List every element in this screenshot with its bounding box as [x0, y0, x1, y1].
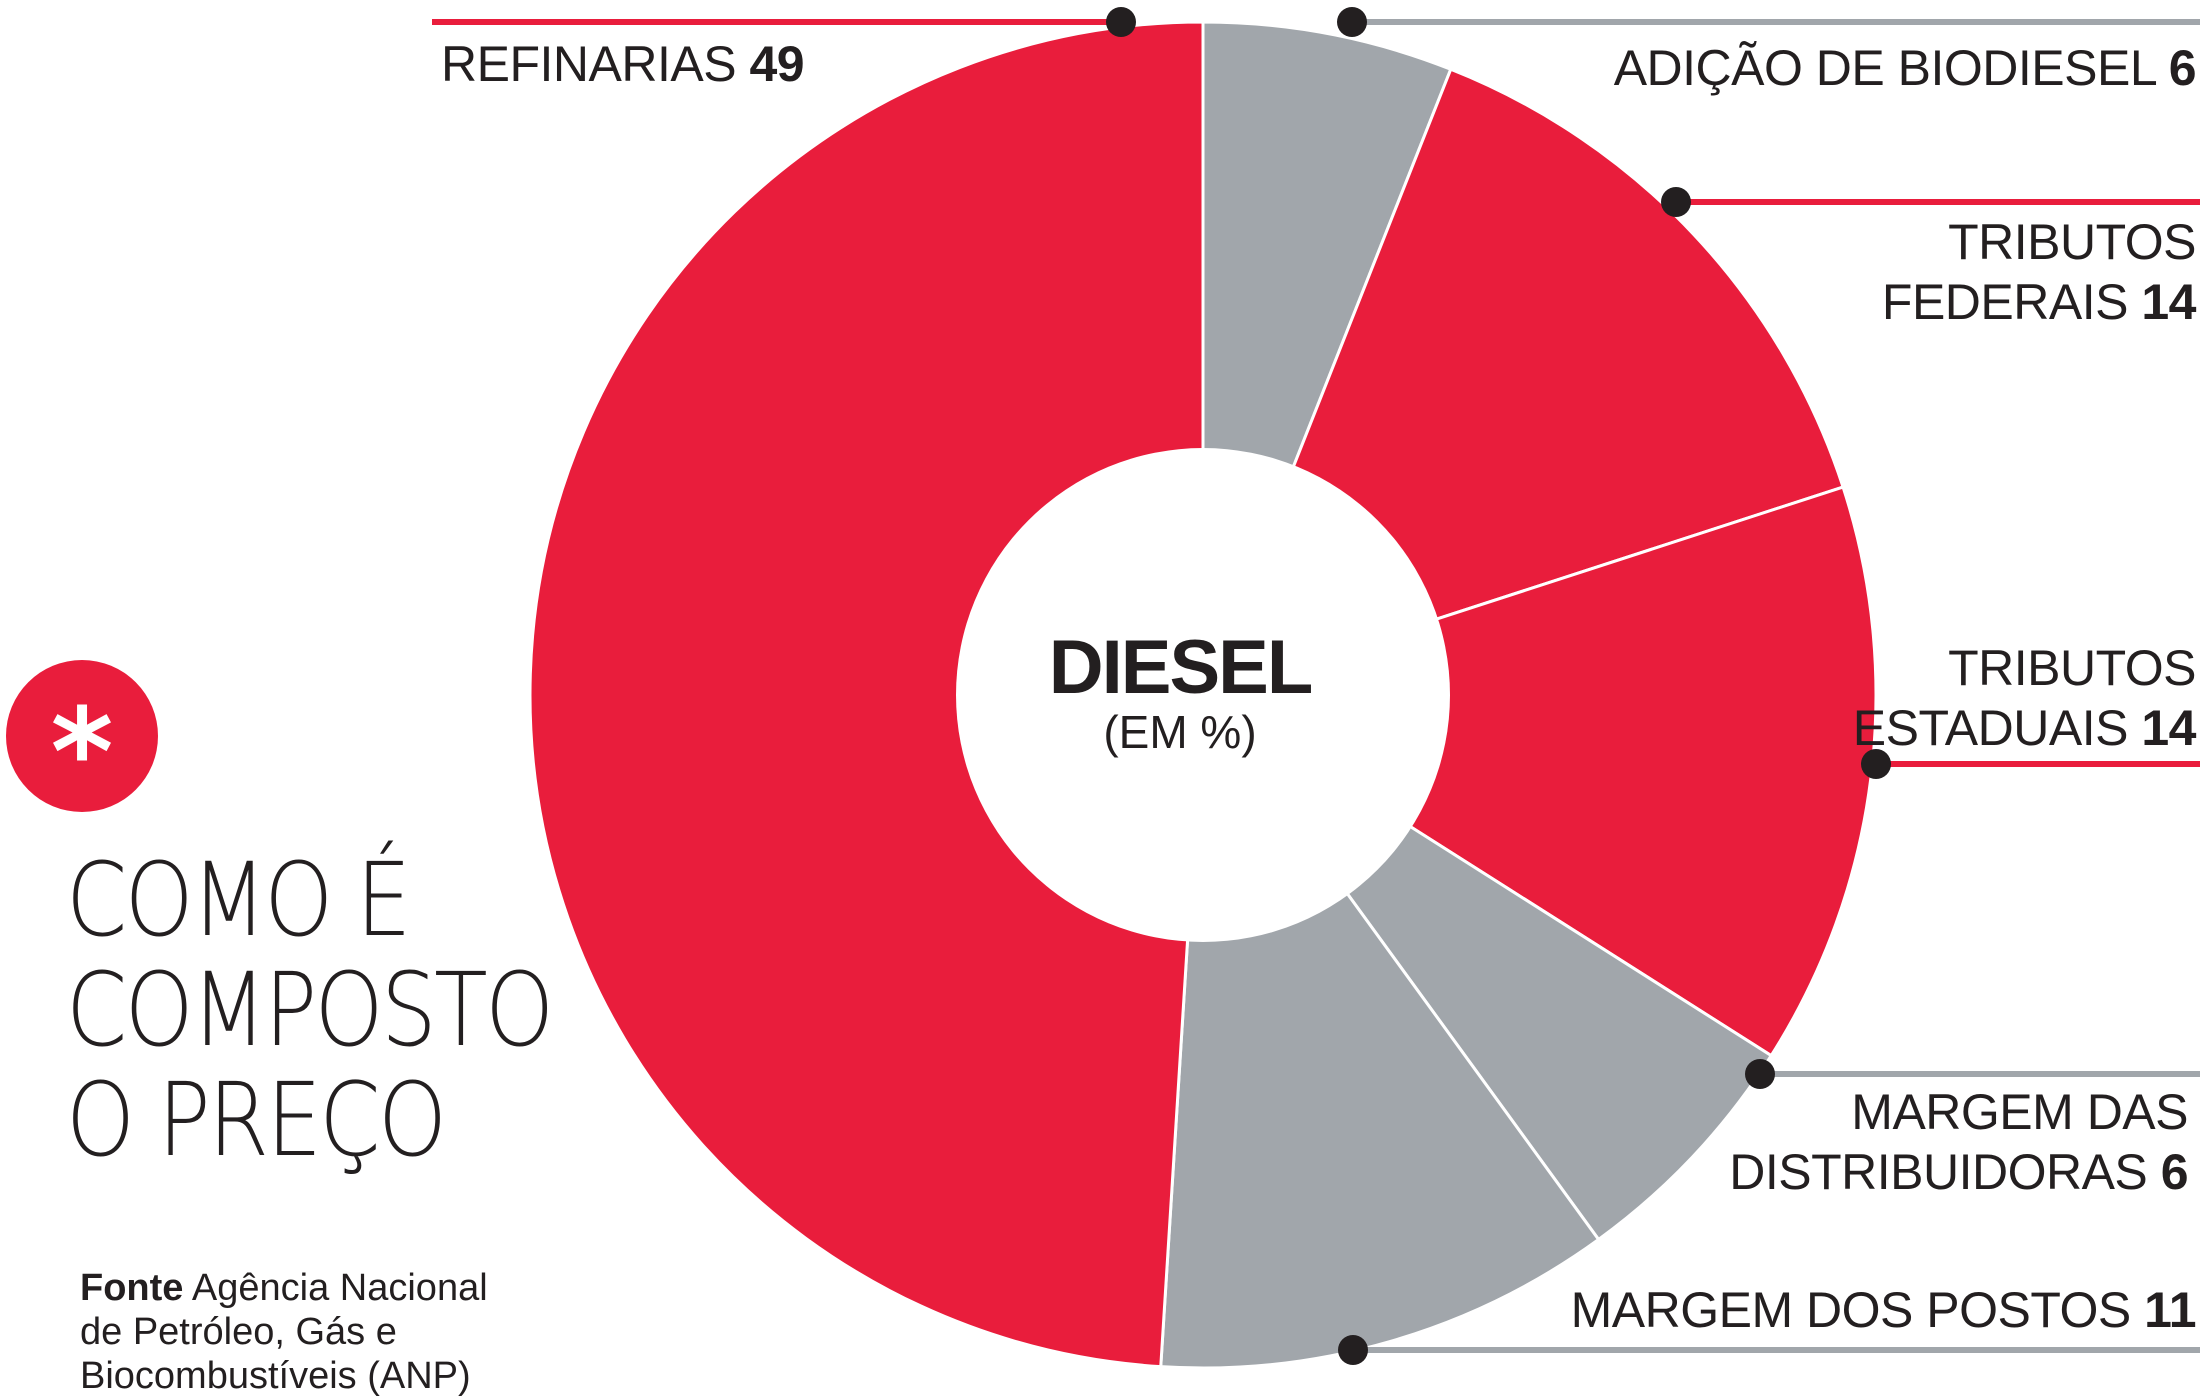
- label-federais-value: 14: [2141, 274, 2196, 330]
- label-distribuidoras-value: 6: [2160, 1144, 2189, 1200]
- leader-dot: [1861, 749, 1891, 779]
- label-estaduais-value: 14: [2141, 700, 2196, 756]
- label-biodiesel-value: 6: [2168, 40, 2197, 96]
- label-biodiesel: ADIÇÃO DE BIODIESEL 6: [1613, 38, 2197, 98]
- chart-subtitle: (EM %): [1103, 706, 1257, 758]
- pie-slice-tributos-estaduais: [1199, 485, 1878, 1058]
- chart-title: DIESEL: [1048, 625, 1314, 710]
- leader-dot: [1745, 1059, 1775, 1089]
- label-refinarias: REFINARIAS 49: [441, 34, 805, 94]
- label-refinarias-value: 49: [749, 36, 805, 92]
- pie-slice-refinarias: [528, 20, 1205, 1368]
- label-distribuidoras: MARGEM DAS DISTRIBUIDORAS 6: [1729, 1082, 2188, 1202]
- source-label: Fonte: [80, 1267, 184, 1309]
- label-federais: TRIBUTOS FEDERAIS 14: [1881, 212, 2197, 332]
- label-biodiesel-text: ADIÇÃO DE BIODIESEL: [1613, 40, 2156, 96]
- label-distribuidoras-line1: MARGEM DAS: [1851, 1084, 2188, 1140]
- label-postos-value: 11: [2144, 1282, 2196, 1338]
- leader-dot: [1338, 1335, 1368, 1365]
- label-distribuidoras-line2: DISTRIBUIDORAS: [1729, 1144, 2148, 1200]
- label-estaduais: TRIBUTOS ESTADUAIS 14: [1852, 638, 2197, 758]
- label-estaduais-line1: TRIBUTOS: [1948, 640, 2196, 696]
- label-federais-line1: TRIBUTOS: [1948, 214, 2196, 270]
- headline-line3: O PREÇO: [66, 1061, 447, 1180]
- label-estaduais-line2: ESTADUAIS: [1852, 700, 2129, 756]
- headline: COMO É COMPOSTO O PREÇO: [66, 841, 554, 1180]
- label-federais-line2: FEDERAIS: [1881, 274, 2129, 330]
- donut-hole: [956, 448, 1450, 942]
- label-postos: MARGEM DOS POSTOS 11: [1570, 1280, 2197, 1340]
- leader-dot: [1106, 7, 1136, 37]
- headline-line2: COMPOSTO: [66, 951, 554, 1070]
- leader-dot: [1337, 7, 1367, 37]
- source-note: Fonte Agência Nacional de Petróleo, Gás …: [80, 1266, 500, 1398]
- asterisk-badge-icon: *: [6, 660, 158, 823]
- label-refinarias-text: REFINARIAS: [441, 36, 737, 92]
- label-postos-text: MARGEM DOS POSTOS: [1570, 1282, 2132, 1338]
- leader-dot: [1661, 187, 1691, 217]
- headline-line1: COMO É: [66, 841, 411, 960]
- leader-lines: [432, 7, 2200, 1365]
- pie-chart: [432, 7, 2200, 1368]
